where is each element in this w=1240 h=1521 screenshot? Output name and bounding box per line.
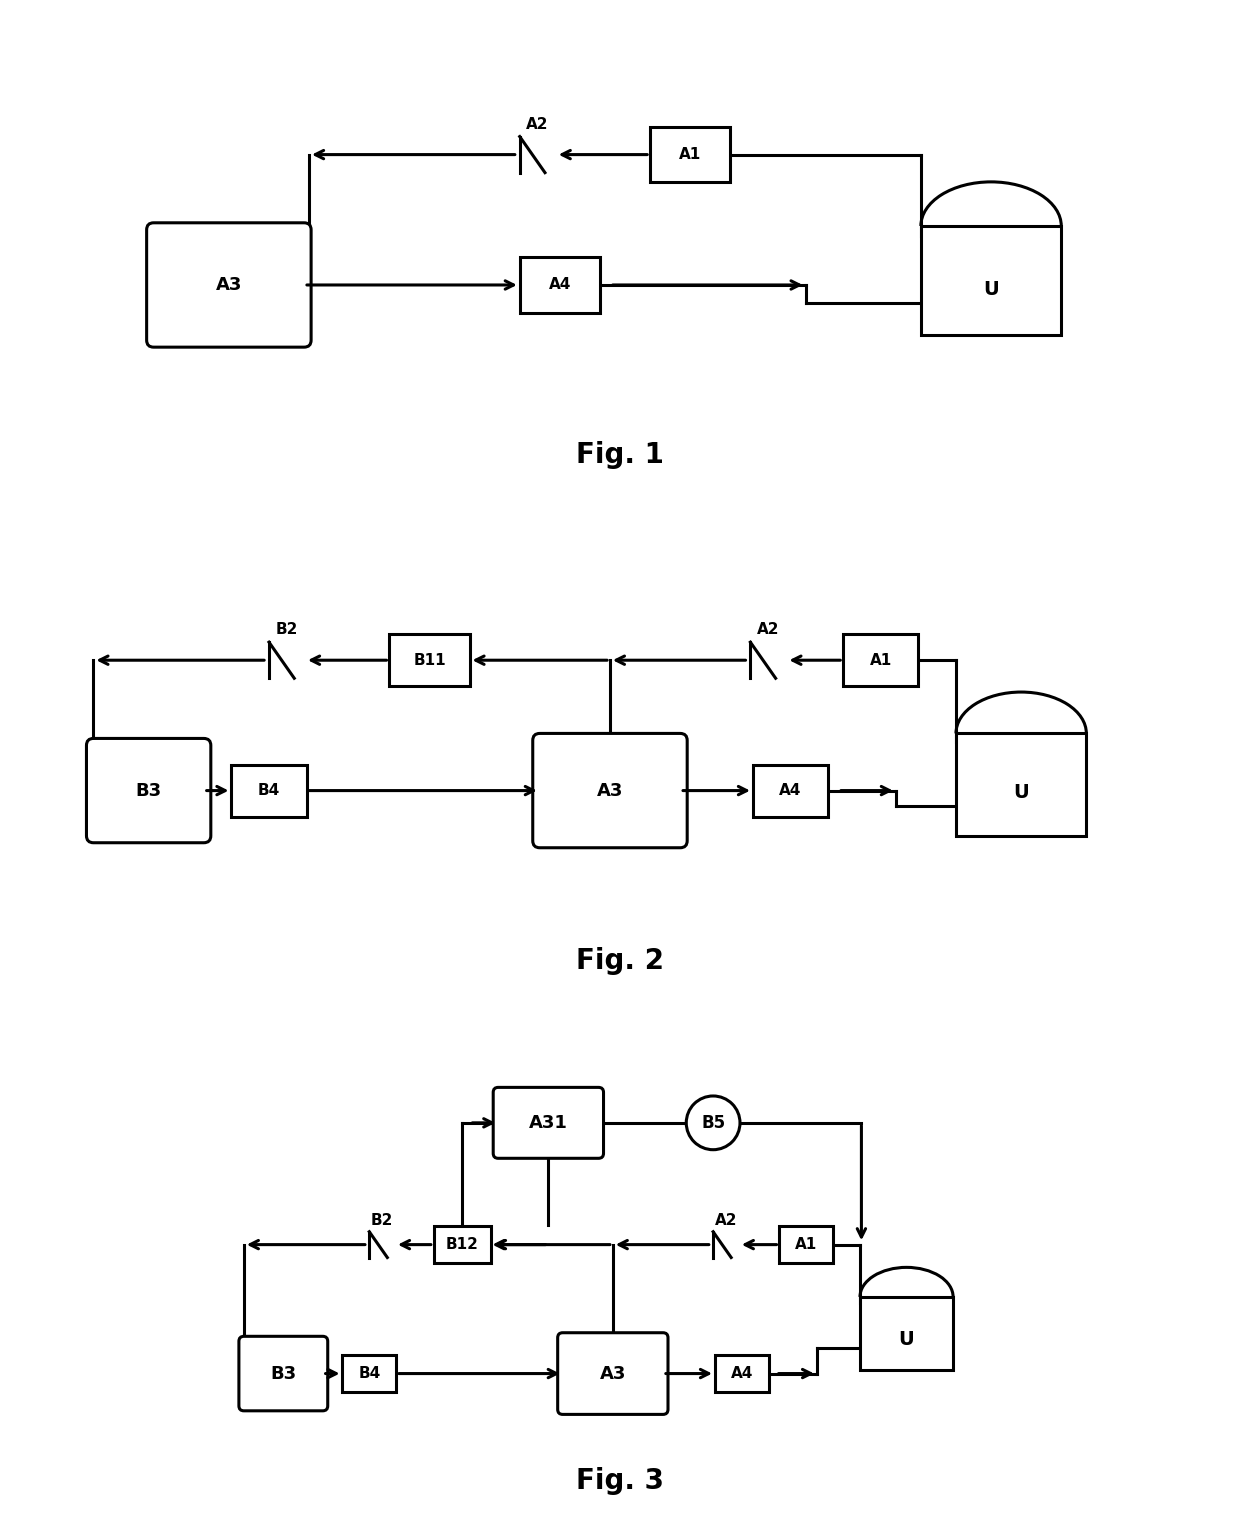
Bar	[753, 765, 828, 817]
FancyBboxPatch shape	[146, 222, 311, 347]
Bar	[520, 257, 600, 312]
Bar	[342, 1355, 396, 1392]
Text: B3: B3	[270, 1364, 296, 1383]
FancyBboxPatch shape	[239, 1337, 327, 1411]
Text: A2: A2	[714, 1214, 737, 1227]
Text: B12: B12	[446, 1237, 479, 1252]
Bar	[780, 1226, 833, 1264]
Text: A1: A1	[680, 148, 702, 163]
Text: B4: B4	[358, 1366, 381, 1381]
Text: Fig. 2: Fig. 2	[577, 948, 663, 975]
Bar	[232, 765, 306, 817]
Text: A4: A4	[730, 1366, 753, 1381]
Text: B3: B3	[135, 782, 161, 800]
Text: A2: A2	[756, 622, 779, 637]
Text: A1: A1	[869, 653, 892, 668]
Text: A31: A31	[529, 1113, 568, 1132]
Text: Fig. 1: Fig. 1	[577, 441, 663, 470]
Text: B4: B4	[258, 783, 280, 799]
Text: U: U	[983, 280, 999, 298]
Text: A3: A3	[216, 275, 242, 294]
FancyBboxPatch shape	[494, 1088, 604, 1159]
FancyBboxPatch shape	[558, 1332, 668, 1415]
Bar	[861, 1297, 954, 1370]
Bar	[843, 634, 919, 686]
Text: U: U	[899, 1329, 914, 1349]
Text: A1: A1	[795, 1237, 817, 1252]
Bar	[434, 1226, 491, 1264]
Text: A4: A4	[779, 783, 802, 799]
Text: B2: B2	[371, 1214, 393, 1227]
Text: U: U	[1013, 783, 1029, 802]
Text: B5: B5	[701, 1113, 725, 1132]
Text: B11: B11	[413, 653, 445, 668]
FancyBboxPatch shape	[533, 733, 687, 847]
FancyBboxPatch shape	[87, 738, 211, 843]
Bar	[715, 1355, 769, 1392]
Text: A3: A3	[600, 1364, 626, 1383]
Text: A4: A4	[548, 277, 570, 292]
Bar	[921, 227, 1061, 335]
Circle shape	[686, 1097, 740, 1150]
Text: B2: B2	[275, 622, 298, 637]
Bar	[956, 733, 1086, 835]
Bar	[650, 128, 730, 183]
Bar	[389, 634, 470, 686]
Text: A2: A2	[526, 117, 548, 131]
Text: Fig. 3: Fig. 3	[577, 1468, 663, 1495]
Text: A3: A3	[596, 782, 624, 800]
